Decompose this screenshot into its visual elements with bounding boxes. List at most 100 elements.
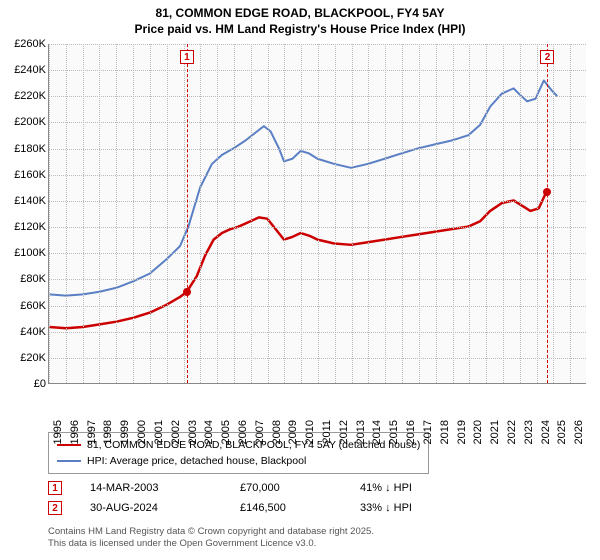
x-axis-label: 2004	[203, 420, 215, 444]
gridline-v	[284, 44, 285, 383]
x-axis-label: 2001	[153, 420, 165, 444]
x-axis-label: 1996	[69, 420, 81, 444]
x-axis-label: 2025	[556, 420, 568, 444]
x-axis-label: 2024	[540, 420, 552, 444]
gridline-v	[520, 44, 521, 383]
gridline-v	[537, 44, 538, 383]
gridline-v	[99, 44, 100, 383]
x-axis-label: 2023	[523, 420, 535, 444]
gridline-v	[486, 44, 487, 383]
x-axis-label: 2017	[422, 420, 434, 444]
x-axis-label: 2016	[405, 420, 417, 444]
series-hpi	[49, 80, 557, 295]
y-axis-label: £180K	[2, 143, 46, 155]
x-axis-label: 2020	[472, 420, 484, 444]
y-axis-label: £140K	[2, 195, 46, 207]
x-axis-label: 2018	[439, 420, 451, 444]
y-axis-label: £240K	[2, 64, 46, 76]
gridline-v	[167, 44, 168, 383]
gridline-v	[116, 44, 117, 383]
footer-line-2: This data is licensed under the Open Gov…	[48, 538, 374, 550]
gridline-v	[469, 44, 470, 383]
x-axis-label: 2011	[321, 420, 333, 444]
transaction-row: 2 30-AUG-2024 £146,500 33% ↓ HPI	[48, 498, 480, 518]
marker-box: 1	[180, 50, 194, 64]
gridline-v	[503, 44, 504, 383]
gridline-v	[150, 44, 151, 383]
gridline-v	[268, 44, 269, 383]
marker-line	[187, 44, 188, 383]
x-axis-label: 2012	[338, 420, 350, 444]
y-axis-label: £200K	[2, 116, 46, 128]
transaction-pct: 33% ↓ HPI	[360, 502, 480, 514]
title-line-2: Price paid vs. HM Land Registry's House …	[0, 22, 600, 38]
transaction-date: 30-AUG-2024	[90, 502, 240, 514]
legend-swatch	[57, 460, 81, 462]
title-line-1: 81, COMMON EDGE ROAD, BLACKPOOL, FY4 5AY	[0, 6, 600, 22]
legend-item: HPI: Average price, detached house, Blac…	[57, 453, 420, 469]
gridline-v	[553, 44, 554, 383]
data-point-dot	[543, 188, 551, 196]
transaction-date: 14-MAR-2003	[90, 482, 240, 494]
x-axis-label: 2008	[271, 420, 283, 444]
x-axis-label: 1995	[52, 420, 64, 444]
series-price_paid	[49, 192, 546, 328]
x-axis-label: 2015	[388, 420, 400, 444]
plot-area: 12	[48, 44, 586, 384]
x-axis-label: 2019	[456, 420, 468, 444]
y-axis-label: £80K	[2, 273, 46, 285]
x-axis-label: 2010	[304, 420, 316, 444]
gridline-v	[335, 44, 336, 383]
footer-line-1: Contains HM Land Registry data © Crown c…	[48, 526, 374, 538]
x-axis-label: 2007	[254, 420, 266, 444]
gridline-v	[352, 44, 353, 383]
gridline-v	[200, 44, 201, 383]
gridline-v	[49, 44, 50, 383]
transaction-pct: 41% ↓ HPI	[360, 482, 480, 494]
gridline-v	[217, 44, 218, 383]
gridline-v	[66, 44, 67, 383]
y-axis-label: £0	[2, 378, 46, 390]
x-axis-label: 2005	[220, 420, 232, 444]
gridline-v	[453, 44, 454, 383]
chart-container: 81, COMMON EDGE ROAD, BLACKPOOL, FY4 5AY…	[0, 0, 600, 560]
gridline-v	[419, 44, 420, 383]
x-axis-label: 2022	[506, 420, 518, 444]
chart-title: 81, COMMON EDGE ROAD, BLACKPOOL, FY4 5AY…	[0, 0, 600, 37]
y-axis-label: £260K	[2, 38, 46, 50]
gridline-v	[570, 44, 571, 383]
gridline-v	[385, 44, 386, 383]
x-axis-label: 2003	[187, 420, 199, 444]
x-axis-label: 2006	[237, 420, 249, 444]
gridline-v	[83, 44, 84, 383]
data-point-dot	[183, 288, 191, 296]
transaction-table: 1 14-MAR-2003 £70,000 41% ↓ HPI 2 30-AUG…	[48, 478, 480, 518]
gridline-v	[234, 44, 235, 383]
x-axis-label: 1999	[119, 420, 131, 444]
y-axis-label: £160K	[2, 169, 46, 181]
marker-line	[547, 44, 548, 383]
gridline-v	[368, 44, 369, 383]
x-axis-label: 1998	[102, 420, 114, 444]
gridline-v	[133, 44, 134, 383]
x-axis-label: 2009	[287, 420, 299, 444]
marker-box: 2	[540, 50, 554, 64]
y-axis-label: £20K	[2, 352, 46, 364]
x-axis-label: 1997	[86, 420, 98, 444]
x-axis-label: 2002	[170, 420, 182, 444]
gridline-v	[436, 44, 437, 383]
x-axis-label: 2013	[355, 420, 367, 444]
gridline-v	[301, 44, 302, 383]
legend-label: HPI: Average price, detached house, Blac…	[87, 455, 306, 467]
y-axis-label: £40K	[2, 326, 46, 338]
y-axis-label: £220K	[2, 90, 46, 102]
x-axis-label: 2026	[573, 420, 585, 444]
gridline-v	[184, 44, 185, 383]
footer-attribution: Contains HM Land Registry data © Crown c…	[48, 526, 374, 550]
y-axis-label: £120K	[2, 221, 46, 233]
x-axis-label: 2000	[136, 420, 148, 444]
transaction-row: 1 14-MAR-2003 £70,000 41% ↓ HPI	[48, 478, 480, 498]
y-axis-label: £100K	[2, 247, 46, 259]
x-axis-label: 2021	[489, 420, 501, 444]
x-axis-label: 2014	[371, 420, 383, 444]
